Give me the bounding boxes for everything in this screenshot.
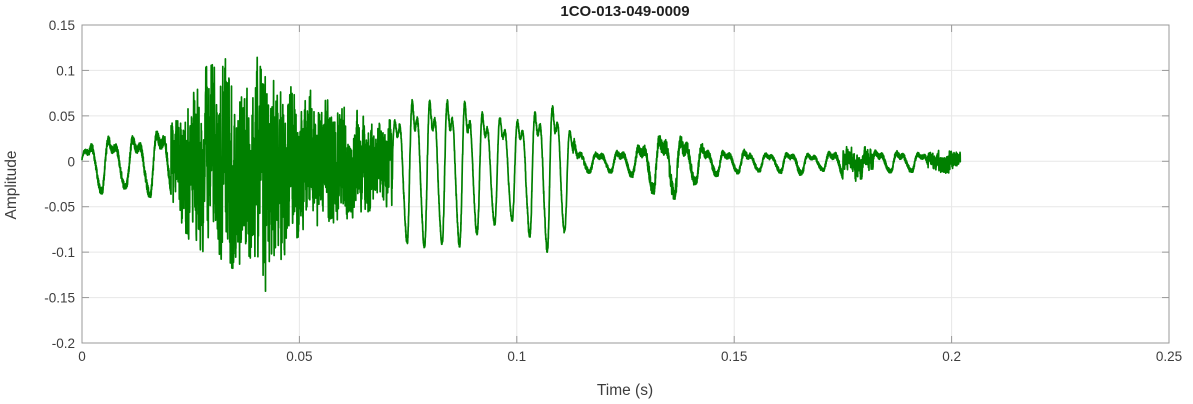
x-tick-labels: 0 0.05 0.1 0.15 0.2 0.25 [78, 349, 1182, 364]
x-tick-label: 0.05 [286, 349, 312, 364]
y-tick-label: 0 [67, 154, 75, 169]
y-tick-label: 0.15 [49, 18, 75, 33]
y-tick-label: -0.1 [52, 245, 75, 260]
y-axis-label: Amplitude [3, 151, 20, 220]
waveform-trace [81, 56, 962, 293]
x-tick-label: 0.15 [721, 349, 747, 364]
axis-ticks [81, 24, 1170, 344]
y-tick-label: 0.05 [49, 109, 75, 124]
x-axis-label: Time (s) [597, 382, 653, 399]
y-tick-label: 0.1 [56, 63, 75, 78]
x-tick-label: 0.25 [1156, 349, 1182, 364]
chart-title: 1CO-013-049-0009 [560, 3, 689, 20]
x-tick-label: 0.2 [942, 349, 961, 364]
x-tick-label: 0 [78, 349, 86, 364]
y-tick-label: -0.05 [44, 200, 75, 215]
plot-border [81, 24, 1170, 344]
y-tick-label: -0.2 [52, 336, 75, 351]
y-tick-labels: -0.2 -0.15 -0.1 -0.05 0 0.05 0.1 0.15 [44, 18, 75, 351]
x-tick-label: 0.1 [507, 349, 526, 364]
y-tick-label: -0.15 [44, 291, 75, 306]
